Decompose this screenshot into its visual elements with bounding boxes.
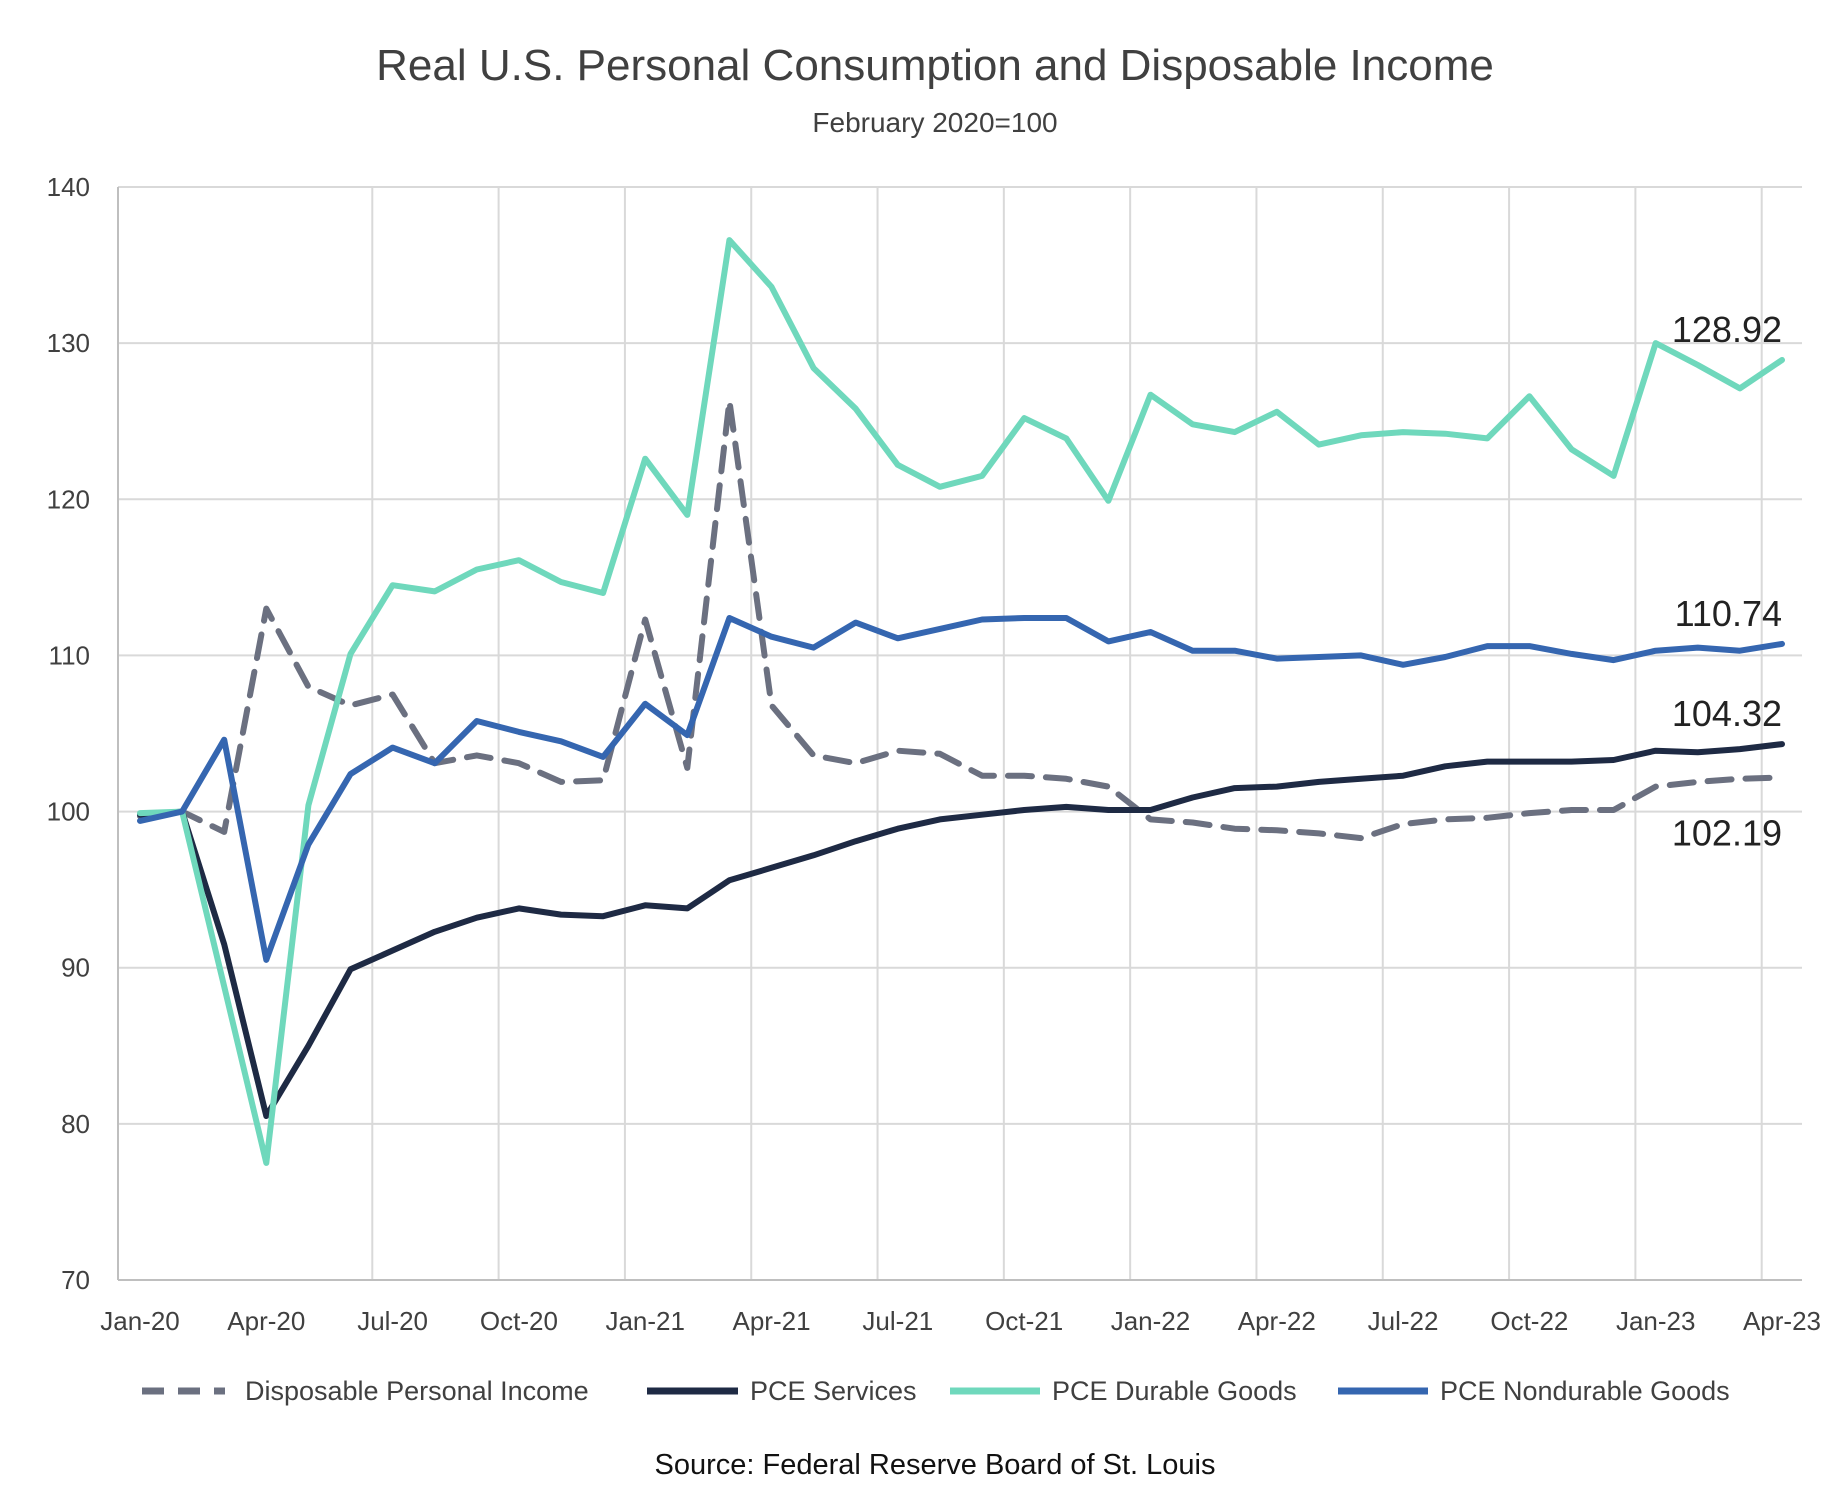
y-tick-label: 80 [61,1109,90,1139]
x-tick-label: Jan-22 [1111,1306,1191,1336]
y-tick-label: 140 [47,172,90,202]
x-tick-label: Jul-20 [357,1306,428,1336]
series-lines [137,237,1785,1166]
gridlines [118,186,1802,1281]
legend-label-pce-services: PCE Services [750,1376,917,1406]
y-tick-label: 100 [47,797,90,827]
x-tick-label: Jan-20 [100,1306,180,1336]
legend-label-pce-durable-goods: PCE Durable Goods [1052,1376,1297,1406]
legend-label-disposable-income: Disposable Personal Income [245,1376,589,1406]
disposable-income-end-label: 102.19 [1672,812,1782,853]
x-tick-label: Jul-21 [862,1306,933,1336]
legend-item-pce-nondurable-goods: PCE Nondurable Goods [1338,1376,1730,1406]
legend-item-pce-durable-goods: PCE Durable Goods [950,1376,1297,1406]
legend: Disposable Personal Income PCE Services … [142,1376,1730,1406]
x-tick-label: Oct-21 [985,1306,1063,1336]
x-tick-label: Apr-22 [1238,1306,1316,1336]
x-tick-label: Apr-20 [227,1306,305,1336]
x-tick-label: Jan-21 [605,1306,685,1336]
y-tick-label: 120 [47,484,90,514]
y-tick-label: 90 [61,953,90,983]
legend-label-pce-nondurable-goods: PCE Nondurable Goods [1440,1376,1730,1406]
x-tick-label: Oct-20 [480,1306,558,1336]
pce-services-line [137,741,1785,1119]
y-tick-label: 110 [49,640,90,670]
y-tick-label: 130 [47,328,90,358]
chart-subtitle: February 2020=100 [812,107,1057,138]
x-tick-label: Apr-23 [1743,1306,1821,1336]
x-tick-label: Oct-22 [1490,1306,1568,1336]
y-tick-label: 70 [61,1265,90,1295]
legend-item-pce-services: PCE Services [647,1376,917,1406]
services-end-label: 104.32 [1672,693,1782,734]
pce-nondurable-goods-line [137,615,1785,963]
axes: 70 80 90 100 110 120 130 140 Jan-20 Apr-20 Jul-20 O… [47,172,1821,1336]
pce-durable-goods-line [137,237,1785,1166]
durable-goods-end-label: 128.92 [1672,309,1782,350]
legend-item-disposable-income: Disposable Personal Income [142,1376,589,1406]
disposable-income-line [137,397,1785,842]
x-tick-label: Jan-23 [1616,1306,1696,1336]
chart-title: Real U.S. Personal Consumption and Dispo… [376,41,1494,90]
chart-source: Source: Federal Reserve Board of St. Lou… [655,1449,1216,1481]
x-tick-label: Jul-22 [1368,1306,1439,1336]
x-tick-label: Apr-21 [733,1306,811,1336]
end-value-labels: 128.92 110.74 104.32 102.19 [1672,309,1782,853]
nondurable-goods-end-label: 110.74 [1675,593,1782,634]
